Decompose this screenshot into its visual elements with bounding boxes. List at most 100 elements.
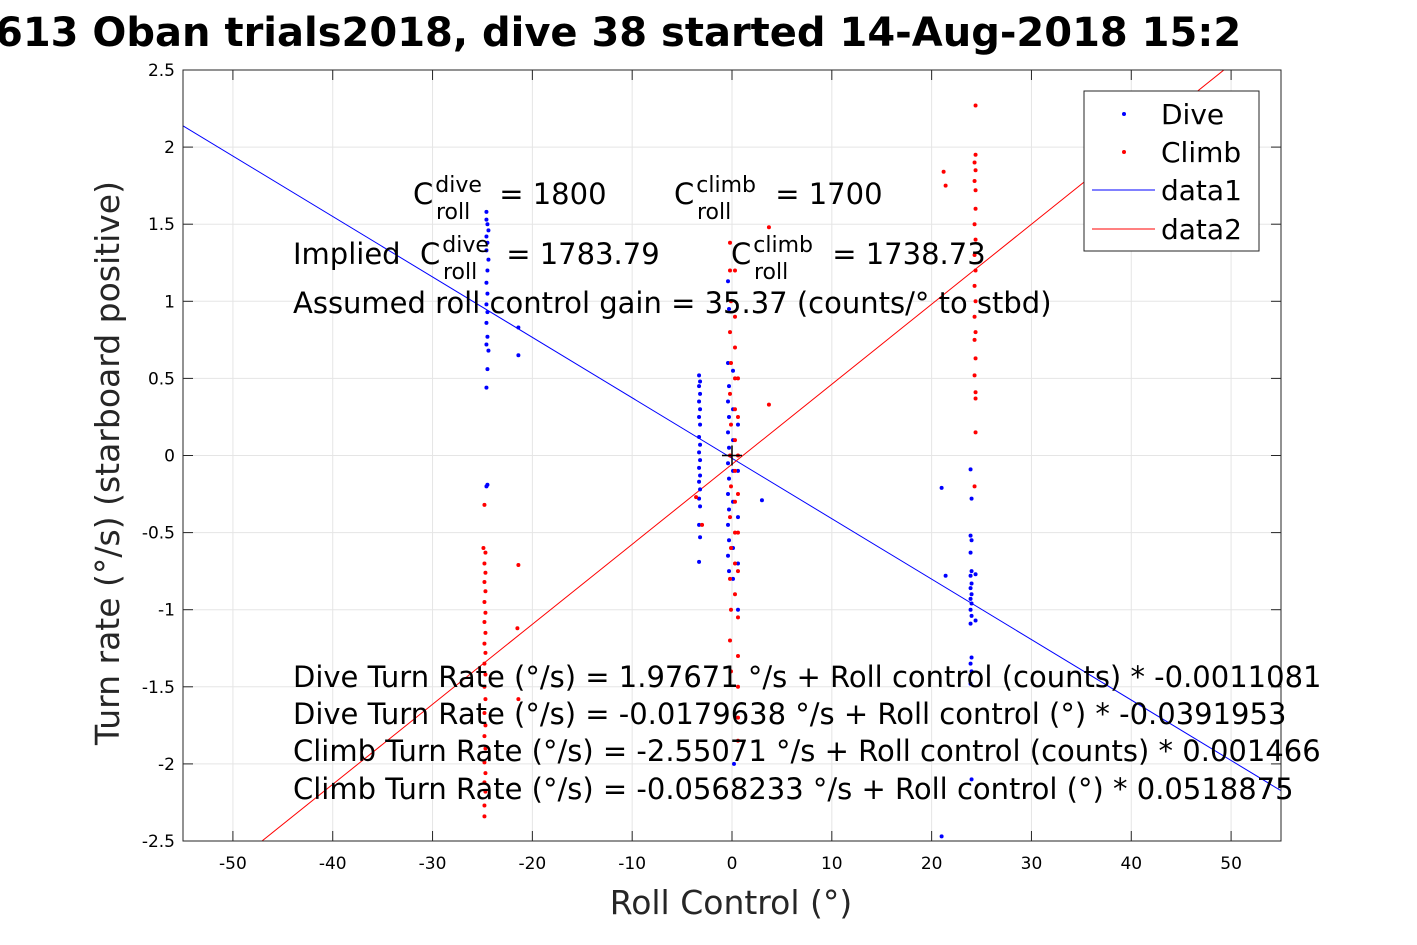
climb-point: [973, 330, 978, 335]
dive-point: [968, 681, 973, 686]
climb-point: [729, 422, 734, 427]
climb-point: [972, 337, 977, 342]
climb-point: [973, 390, 978, 395]
x-tick-label: 50: [1220, 854, 1242, 874]
climb-point: [482, 599, 487, 604]
dive-point: [698, 458, 703, 463]
climb-point: [735, 738, 740, 743]
climb-point: [973, 152, 978, 157]
dive-point: [698, 487, 703, 492]
implied-c-roll-climb-annotation: Cclimb roll = 1738.73: [731, 233, 986, 285]
roll-gain-annotation: Assumed roll control gain = 35.37 (count…: [293, 286, 1052, 320]
climb-point: [700, 522, 705, 527]
fit-equation-2: Dive Turn Rate (°/s) = -0.0179638 °/s + …: [293, 697, 1286, 731]
climb-point: [972, 283, 977, 288]
climb-point: [973, 356, 978, 361]
climb-point: [735, 715, 740, 720]
climb-point: [729, 607, 734, 612]
dive-point: [969, 655, 974, 660]
climb-point: [732, 530, 737, 535]
dive-point: [968, 550, 973, 555]
origin-marker: [722, 445, 742, 466]
dive-point: [697, 559, 702, 564]
climb-point: [732, 561, 737, 566]
climb-point: [483, 789, 488, 794]
dive-point: [697, 465, 702, 470]
x-tick-label: -20: [518, 854, 546, 874]
climb-point: [732, 376, 737, 381]
legend-label-climb: Climb: [1161, 136, 1241, 169]
dive-point: [698, 504, 703, 509]
legend-label-data2: data2: [1161, 213, 1242, 246]
climb-point: [482, 711, 487, 716]
climb-point: [766, 225, 771, 230]
dive-point: [516, 353, 521, 358]
x-tick-label: 40: [1120, 854, 1142, 874]
climb-point: [973, 430, 978, 435]
dive-point: [727, 414, 732, 419]
scatter-points: [481, 103, 978, 839]
dive-point: [968, 621, 973, 626]
dive-point: [969, 496, 974, 501]
dive-point: [726, 461, 731, 466]
dive-point: [484, 302, 489, 307]
climb-point: [728, 391, 733, 396]
legend-marker-climb: [1122, 150, 1126, 154]
climb-point: [972, 484, 977, 489]
dive-point: [969, 592, 974, 597]
climb-point: [941, 169, 946, 174]
dive-point: [484, 280, 489, 285]
dive-point: [485, 367, 490, 372]
dive-point: [697, 496, 702, 501]
x-tick-label: -30: [419, 854, 447, 874]
dive-point: [726, 522, 731, 527]
climb-point: [728, 576, 733, 581]
climb-point: [732, 407, 737, 412]
climb-point: [483, 746, 488, 751]
x-tick-label: -50: [219, 854, 247, 874]
dive-point: [484, 234, 489, 239]
y-axis-ticks: -2.5 -2 -1.5 -1 -0.5 0 0.5 1 1.5 2 2.5: [142, 61, 1281, 852]
legend-marker-dive: [1122, 112, 1126, 116]
dive-point: [735, 515, 740, 520]
climb-point: [482, 803, 487, 808]
y-axis-label: Turn rate (°/s) (starboard positive): [88, 181, 127, 746]
dive-point: [726, 492, 731, 497]
dive-point: [727, 507, 732, 512]
dive-point: [943, 573, 948, 578]
dive-point: [969, 777, 974, 782]
dive-point: [968, 596, 973, 601]
climb-point: [483, 650, 488, 655]
climb-point: [728, 268, 733, 273]
climb-point: [694, 495, 699, 500]
climb-point: [483, 589, 488, 594]
x-tick-label: 30: [1021, 854, 1043, 874]
climb-point: [728, 330, 733, 335]
climb-point: [482, 734, 487, 739]
dive-point: [484, 385, 489, 390]
x-axis-ticks: -50 -40 -30 -20 -10 0 10 20 30 40 50: [219, 70, 1242, 874]
climb-point: [482, 780, 487, 785]
dive-point: [727, 384, 732, 389]
climb-point: [732, 592, 737, 597]
climb-point: [728, 240, 733, 245]
climb-point: [483, 550, 488, 555]
dive-point: [973, 618, 978, 623]
x-tick-label: -40: [319, 854, 347, 874]
climb-point: [729, 669, 734, 674]
dive-point: [485, 291, 490, 296]
dive-point: [969, 581, 974, 586]
climb-point: [483, 697, 488, 702]
climb-point: [482, 561, 487, 566]
climb-point: [483, 672, 488, 677]
climb-point: [728, 515, 733, 520]
climb-point: [973, 237, 978, 242]
climb-point: [482, 620, 487, 625]
climb-point: [732, 468, 737, 473]
dive-point: [727, 538, 732, 543]
dive-point: [730, 576, 735, 581]
climb-point: [973, 268, 978, 273]
climb-point: [735, 414, 740, 419]
dive-point: [969, 669, 974, 674]
y-tick-label: 2.5: [148, 61, 175, 81]
